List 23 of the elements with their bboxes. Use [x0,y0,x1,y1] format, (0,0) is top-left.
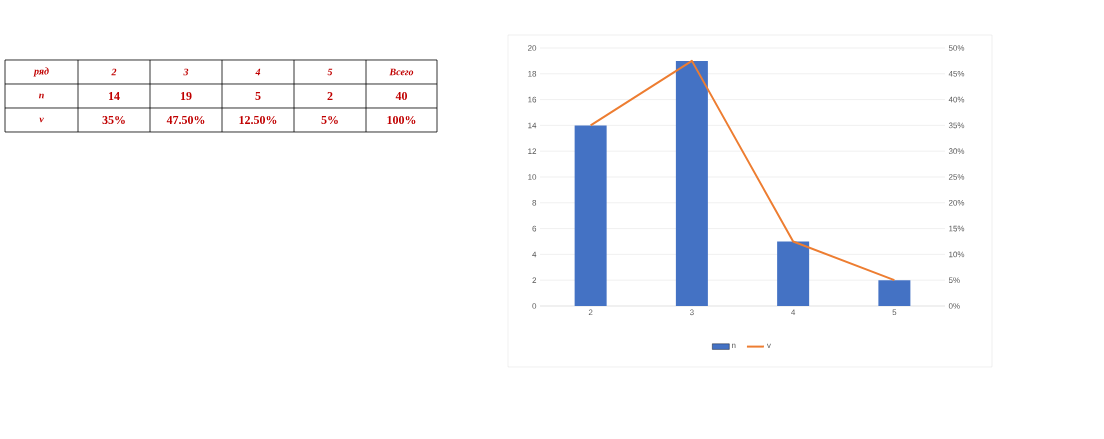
text: 5% [321,115,338,125]
text: Всего [389,68,414,76]
text: 2 [111,68,117,76]
bar [878,280,911,306]
text: 14 [108,92,120,100]
bar [574,125,607,306]
text: ряд [33,67,49,77]
text: 2 [327,92,333,100]
bar [675,60,708,306]
line-series [589,59,896,282]
text: 40 [395,91,408,101]
text: 100% [387,115,416,125]
text: 5 [255,92,261,100]
bar [777,241,810,306]
text: 35% [102,115,125,125]
text: v [39,117,44,123]
text: n [38,93,44,99]
text: 12.50% [239,115,277,125]
text: 19 [180,91,192,100]
text: 5 [327,68,333,76]
text: 47.50% [166,115,205,125]
text: 3 [183,68,189,76]
text: 4 [255,68,261,76]
